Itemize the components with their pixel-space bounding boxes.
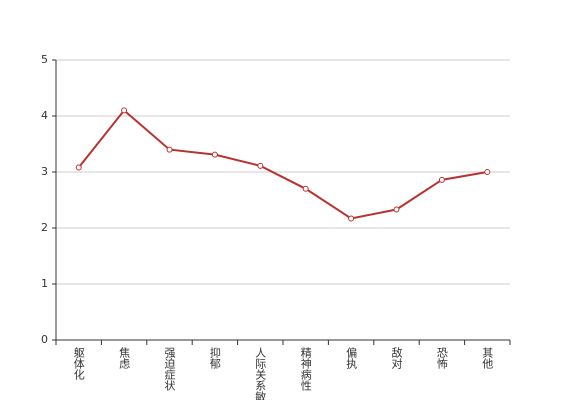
x-tick-label: 其他 xyxy=(481,347,494,369)
x-tick-label: 敌对 xyxy=(390,346,403,369)
data-point xyxy=(484,169,491,175)
x-tick-label: 抑郁 xyxy=(208,346,221,369)
data-point xyxy=(166,146,173,153)
x-tick-label: 躯体化 xyxy=(72,347,85,381)
data-point xyxy=(211,151,218,158)
y-tick-label: 4 xyxy=(41,109,48,122)
x-tick-label: 恐怖 xyxy=(435,347,448,369)
data-point xyxy=(393,206,400,213)
y-tick-label: 2 xyxy=(41,221,48,234)
x-tick-label: 人际关系敏感 xyxy=(254,347,267,400)
data-line xyxy=(77,108,488,220)
x-tick-label: 焦虑 xyxy=(118,347,131,369)
data-point xyxy=(121,107,128,114)
y-tick-label: 0 xyxy=(41,333,48,346)
data-point xyxy=(348,215,355,222)
data-point xyxy=(257,162,264,169)
x-tick-label: 强迫症状 xyxy=(163,347,176,391)
x-tick-label: 精神病性 xyxy=(299,347,312,392)
y-tick-label: 5 xyxy=(41,53,48,66)
data-point xyxy=(75,164,82,171)
y-tick-label: 3 xyxy=(41,165,48,178)
data-point xyxy=(302,185,309,192)
data-point xyxy=(438,176,445,183)
y-tick-label: 1 xyxy=(41,277,48,290)
x-tick-label: 偏执 xyxy=(345,346,358,370)
